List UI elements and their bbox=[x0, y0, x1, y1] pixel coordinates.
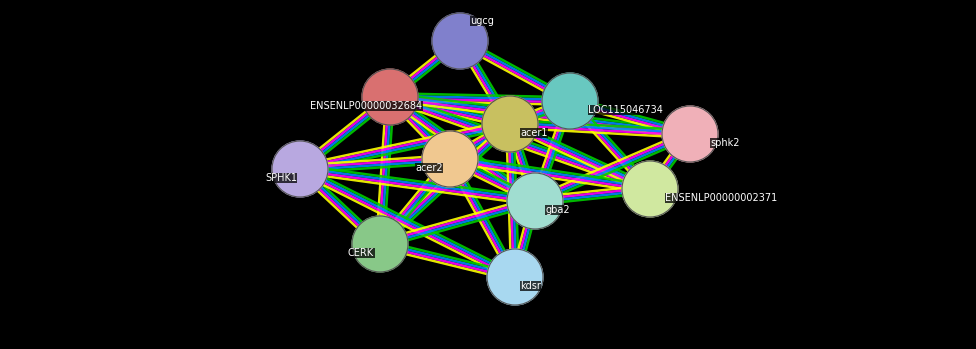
Circle shape bbox=[422, 131, 478, 187]
Text: LOC115046734: LOC115046734 bbox=[588, 105, 663, 115]
Circle shape bbox=[272, 141, 328, 197]
Text: ENSENLP00000002371: ENSENLP00000002371 bbox=[665, 193, 777, 203]
Circle shape bbox=[482, 96, 538, 152]
Text: SPHK1: SPHK1 bbox=[265, 173, 297, 183]
Circle shape bbox=[507, 173, 563, 229]
Circle shape bbox=[662, 106, 718, 162]
Circle shape bbox=[352, 216, 408, 272]
Text: CERK: CERK bbox=[348, 248, 374, 258]
Circle shape bbox=[622, 161, 678, 217]
Circle shape bbox=[432, 13, 488, 69]
Text: acer1: acer1 bbox=[520, 128, 548, 138]
Circle shape bbox=[487, 249, 543, 305]
Text: sphk2: sphk2 bbox=[710, 138, 740, 148]
Text: acer2: acer2 bbox=[415, 163, 443, 173]
Text: kdsr: kdsr bbox=[520, 281, 541, 291]
Text: ENSENLP00000032684: ENSENLP00000032684 bbox=[310, 101, 423, 111]
Circle shape bbox=[542, 73, 598, 129]
Text: ugcg: ugcg bbox=[470, 16, 494, 26]
Circle shape bbox=[362, 69, 418, 125]
Text: gba2: gba2 bbox=[545, 205, 570, 215]
